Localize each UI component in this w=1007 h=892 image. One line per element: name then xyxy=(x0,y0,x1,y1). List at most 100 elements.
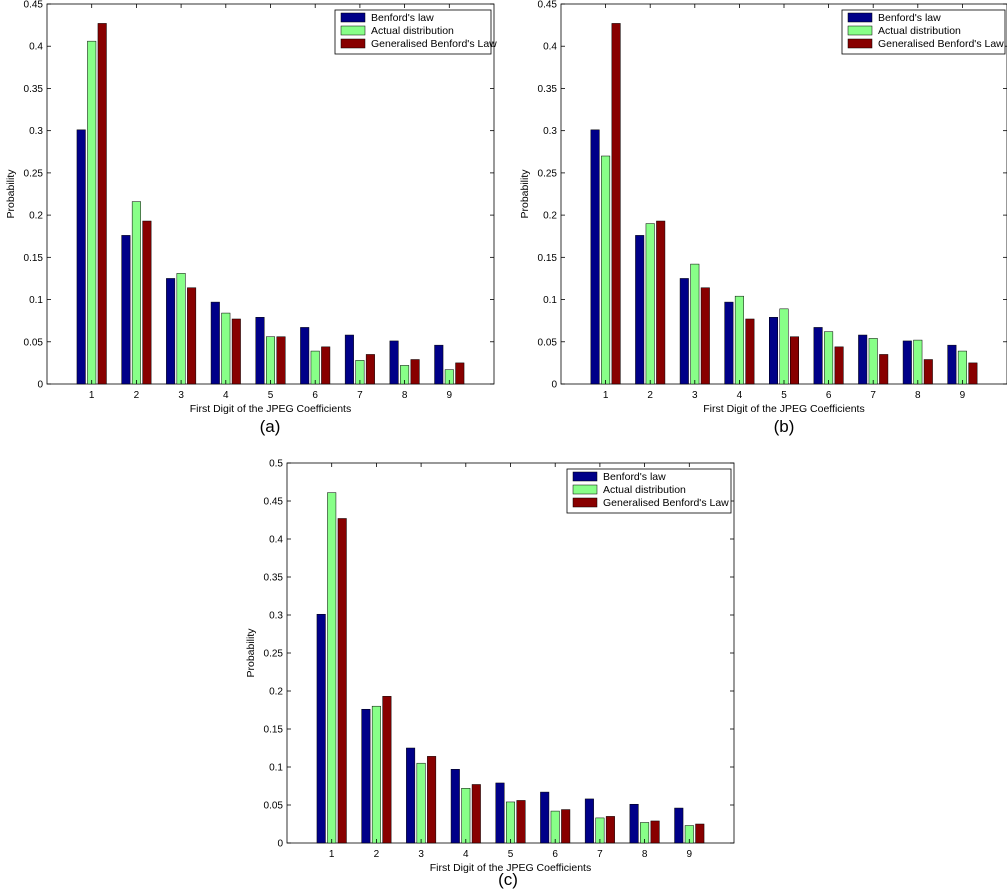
y-tick-label: 0.45 xyxy=(24,0,44,11)
bar-series-2-digit-6 xyxy=(310,350,320,385)
legend-label: Actual distribution xyxy=(371,25,454,37)
bar-series-2-digit-5 xyxy=(779,308,789,385)
y-tick-label: 0.05 xyxy=(264,801,284,812)
y-tick-label: 0.05 xyxy=(24,337,44,348)
bar-series-3-digit-4 xyxy=(471,784,481,844)
bar-series-1-digit-7 xyxy=(344,334,354,385)
bar-series-3-digit-6 xyxy=(834,346,844,385)
x-tick-label: 4 xyxy=(223,390,229,401)
x-tick-label: 2 xyxy=(374,849,380,860)
x-tick-label: 1 xyxy=(329,849,335,860)
x-tick-label: 4 xyxy=(463,849,469,860)
y-tick-label: 0.15 xyxy=(538,253,558,264)
x-tick-label: 3 xyxy=(418,849,424,860)
y-tick-label: 0.35 xyxy=(24,84,44,95)
legend-label: Benford's law xyxy=(603,471,666,483)
bar-series-1-digit-4 xyxy=(450,769,460,844)
legend-swatch xyxy=(847,12,873,23)
legend-label: Generalised Benford's Law xyxy=(878,38,1004,50)
legend-label: Actual distribution xyxy=(603,484,686,496)
bar-series-3-digit-3 xyxy=(700,287,710,385)
y-tick-label: 0.1 xyxy=(543,295,557,306)
bar-series-2-digit-3 xyxy=(690,263,700,385)
x-tick-label: 5 xyxy=(508,849,514,860)
x-tick-label: 9 xyxy=(687,849,693,860)
y-tick-label: 0.4 xyxy=(269,535,283,546)
legend-label: Generalised Benford's Law xyxy=(371,38,497,50)
x-tick-label: 8 xyxy=(642,849,648,860)
y-tick-label: 0 xyxy=(551,380,557,391)
bar-series-3-digit-6 xyxy=(561,809,571,844)
bar-series-3-digit-3 xyxy=(427,756,437,844)
x-tick-label: 7 xyxy=(870,390,876,401)
y-tick-label: 0.2 xyxy=(269,687,283,698)
legend-label: Benford's law xyxy=(878,12,941,24)
y-tick-label: 0.1 xyxy=(29,295,43,306)
bar-series-3-digit-4 xyxy=(231,318,241,385)
y-tick-label: 0 xyxy=(277,839,283,850)
bar-series-2-digit-5 xyxy=(506,801,515,844)
bar-series-2-digit-6 xyxy=(824,331,834,385)
y-tick-label: 0 xyxy=(37,380,43,391)
bar-series-3-digit-6 xyxy=(321,346,331,385)
bar-series-3-digit-4 xyxy=(745,318,755,385)
plot-area xyxy=(46,3,495,385)
bar-series-2-digit-9 xyxy=(957,350,967,385)
bar-series-2-digit-5 xyxy=(266,336,275,385)
y-tick-label: 0.3 xyxy=(269,611,283,622)
x-axis-label: First Digit of the JPEG Coefficients xyxy=(190,403,351,415)
x-tick-label: 2 xyxy=(647,390,653,401)
chart-panel-1: 0 0.05 0.1 0.15 0.2 0.25 0.3 0.35 0.4 0.45 1 2 3 4 5 6 7… xyxy=(5,0,497,436)
y-tick-label: 0.25 xyxy=(538,168,558,179)
chart-panel-3: 0 0.05 0.1 0.15 0.2 0.25 0.3 0.35 0.4 0.45 0.5 1 2 3 4… xyxy=(245,459,735,889)
y-tick-label: 0.3 xyxy=(29,126,43,137)
legend-swatch xyxy=(340,25,366,36)
x-tick-label: 4 xyxy=(737,390,743,401)
chart-panel-2: 0 0.05 0.1 0.15 0.2 0.25 0.3 0.35 0.4 0.45 1 2 3 4 5 6 7… xyxy=(519,0,1007,436)
legend-swatch xyxy=(572,471,598,482)
bar-series-3-digit-9 xyxy=(968,362,978,385)
x-tick-label: 7 xyxy=(597,849,603,860)
bar-series-1-digit-6 xyxy=(300,327,310,385)
x-axis-label: First Digit of the JPEG Coefficients xyxy=(703,403,864,415)
bar-series-3-digit-1 xyxy=(97,23,107,385)
bar-series-2-digit-3 xyxy=(416,762,426,844)
bar-series-3-digit-8 xyxy=(410,359,420,385)
bar-series-1-digit-4 xyxy=(210,301,220,385)
bar-series-3-digit-5 xyxy=(516,800,526,844)
x-tick-label: 5 xyxy=(781,390,787,401)
x-tick-label: 9 xyxy=(960,390,966,401)
bar-series-1-digit-3 xyxy=(406,747,416,844)
bar-series-1-digit-9 xyxy=(434,344,444,385)
x-tick-label: 6 xyxy=(826,390,832,401)
bar-series-1-digit-7 xyxy=(584,798,594,844)
bar-series-2-digit-6 xyxy=(550,810,560,844)
bar-series-3-digit-9 xyxy=(695,823,705,844)
bar-series-1-digit-6 xyxy=(540,791,550,844)
bar-series-1-digit-2 xyxy=(121,235,131,385)
bar-series-1-digit-5 xyxy=(769,317,778,385)
y-tick-label: 0.45 xyxy=(538,0,558,11)
y-tick-label: 0.15 xyxy=(264,725,284,736)
y-tick-label: 0.4 xyxy=(543,42,557,53)
bar-series-3-digit-2 xyxy=(656,220,666,385)
bar-series-3-digit-9 xyxy=(455,362,465,385)
bar-series-1-digit-9 xyxy=(674,807,684,844)
y-tick-label: 0.05 xyxy=(538,337,558,348)
y-tick-label: 0.35 xyxy=(538,84,558,95)
legend-label: Benford's law xyxy=(371,12,434,24)
y-tick-label: 0.15 xyxy=(24,253,44,264)
x-tick-label: 6 xyxy=(552,849,558,860)
panel-caption: (b) xyxy=(774,417,795,436)
bar-series-2-digit-2 xyxy=(645,223,655,385)
y-tick-label: 0.5 xyxy=(269,459,283,470)
bar-series-2-digit-2 xyxy=(131,201,141,385)
bar-series-1-digit-2 xyxy=(635,235,645,385)
legend-swatch xyxy=(847,38,873,49)
bar-series-3-digit-1 xyxy=(611,23,621,385)
bar-series-3-digit-2 xyxy=(382,696,392,844)
y-tick-label: 0.25 xyxy=(24,168,44,179)
